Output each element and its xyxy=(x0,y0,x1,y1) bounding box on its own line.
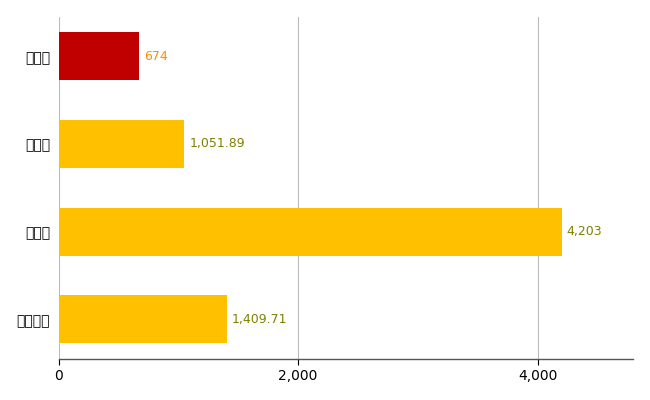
Bar xyxy=(58,32,139,80)
Bar xyxy=(58,208,562,256)
Text: 1,409.71: 1,409.71 xyxy=(232,313,287,326)
Bar xyxy=(58,295,228,343)
Text: 674: 674 xyxy=(144,50,168,63)
Bar xyxy=(58,120,185,168)
Text: 1,051.89: 1,051.89 xyxy=(189,138,245,150)
Text: 4,203: 4,203 xyxy=(567,225,603,238)
